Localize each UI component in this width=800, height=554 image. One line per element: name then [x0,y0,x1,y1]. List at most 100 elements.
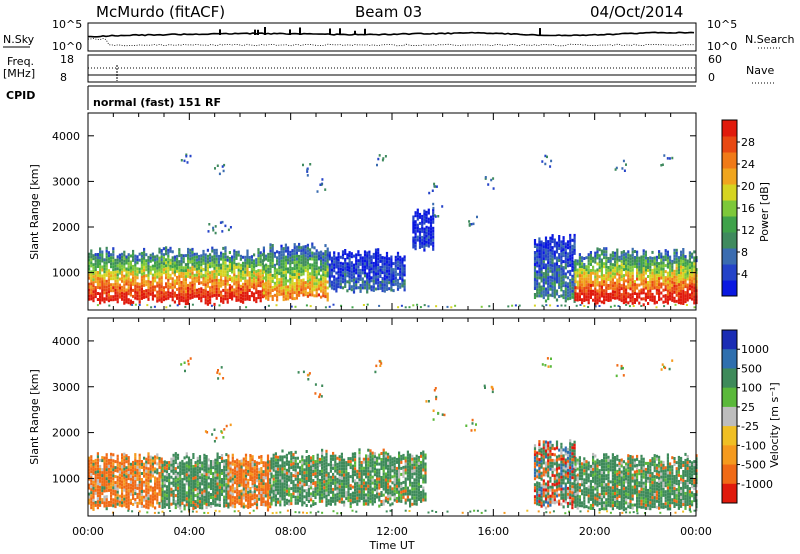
data-cell [107,296,110,300]
data-cell [298,260,301,264]
data-cell [609,295,612,299]
data-cell [158,465,161,469]
data-cell [215,257,218,261]
data-cell [140,502,143,505]
data-cell [108,304,111,307]
data-cell [140,472,143,475]
data-cell [116,291,119,295]
data-cell [258,494,261,498]
data-cell [240,492,243,496]
data-cell [101,480,104,484]
data-cell [160,249,163,253]
data-cell [222,267,225,271]
data-cell [180,295,183,299]
data-cell [228,290,231,293]
data-cell [198,506,202,510]
data-cell [198,497,202,501]
data-cell [92,495,95,499]
data-cell [279,494,282,498]
data-cell [614,284,617,288]
data-cell [333,275,336,279]
data-cell [274,476,277,480]
data-cell [300,291,303,295]
data-cell [664,276,667,280]
data-cell [259,275,262,279]
data-cell [147,473,150,477]
data-cell [283,467,286,471]
data-cell [236,497,239,501]
data-cell [677,289,680,293]
data-cell [622,301,625,305]
data-cell [622,286,625,290]
data-cell [151,285,154,289]
data-cell [237,265,240,269]
data-cell [680,298,683,302]
data-cell [158,283,161,287]
data-cell [246,291,249,295]
data-cell [282,277,285,281]
data-cell [322,276,325,280]
data-cell [536,255,539,259]
data-cell [540,279,543,283]
data-cell [571,295,574,299]
data-cell [562,236,565,240]
data-cell [112,486,115,490]
data-cell [693,301,696,305]
data-cell [614,296,617,300]
data-cell [203,489,206,493]
data-cell [536,273,539,277]
data-cell [216,455,219,459]
data-cell [170,487,173,491]
data-cell [553,244,556,248]
data-cell [198,287,201,291]
data-cell [112,253,115,257]
data-cell [607,260,610,263]
data-cell [185,455,188,459]
data-cell [158,504,161,508]
data-cell [217,278,220,282]
data-cell [168,494,171,497]
data-cell [416,217,419,221]
data-cell [540,252,543,256]
data-cell [240,480,243,484]
data-cell [421,238,424,242]
data-cell [372,267,375,271]
data-cell [279,479,282,483]
data-cell [101,256,104,260]
data-cell [544,236,548,240]
data-cell [187,471,191,475]
data-cell [664,255,667,259]
data-cell [686,259,689,263]
data-cell [127,459,130,463]
data-cell [427,305,430,308]
data-cell [178,275,181,279]
data-cell [277,497,280,501]
data-cell [138,252,141,256]
data-cell [161,473,164,476]
data-cell [295,290,298,294]
data-cell [223,483,226,487]
data-cell [609,259,612,263]
data-cell [631,247,634,251]
data-cell [235,274,238,278]
data-cell [151,459,154,463]
data-cell [311,293,314,297]
data-cell [379,268,382,272]
data-cell [107,485,110,489]
data-cell [216,485,219,489]
data-cell [346,256,349,260]
data-cell [418,236,422,240]
data-cell [629,293,632,297]
data-cell [309,248,312,252]
data-cell [361,265,364,269]
data-cell [247,499,250,503]
data-cell [172,465,175,469]
data-cell [205,464,208,467]
data-cell [216,494,219,498]
data-cell [118,277,121,281]
data-cell [684,276,687,280]
data-cell [322,291,325,295]
data-cell [257,281,260,285]
data-cell [629,284,632,288]
data-cell [581,298,584,302]
